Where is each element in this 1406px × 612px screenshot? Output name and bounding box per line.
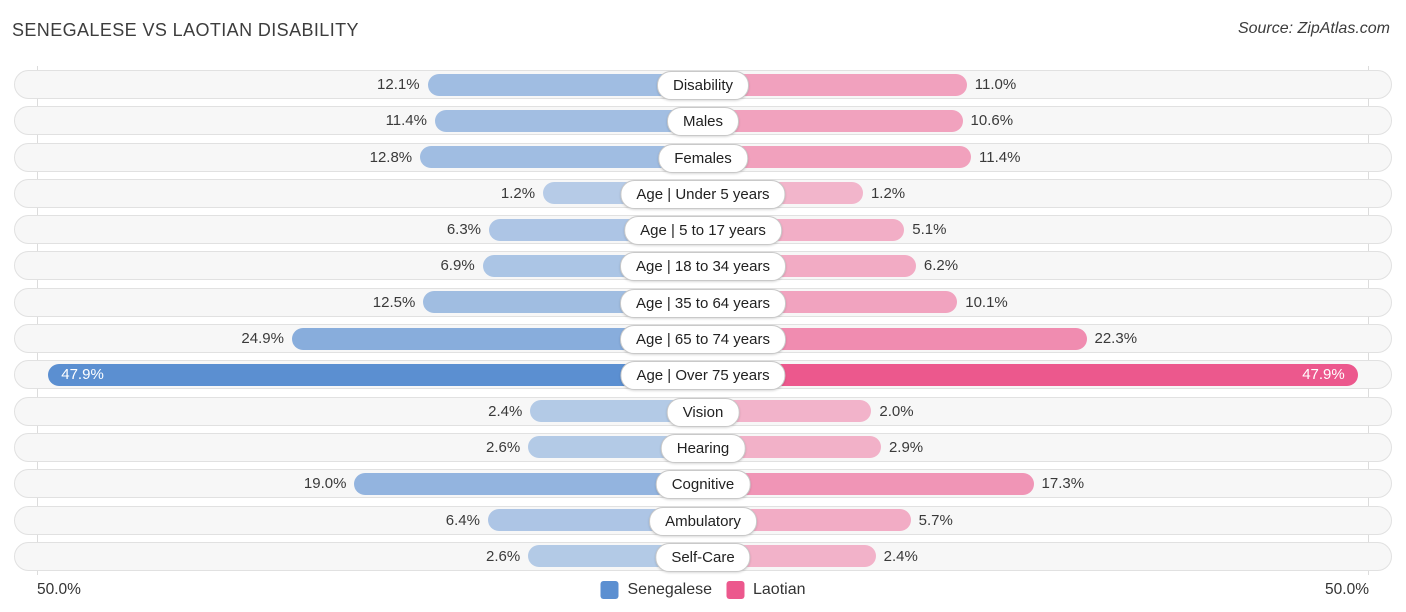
value-label-laotian: 6.2% [923, 257, 959, 275]
value-label-laotian: 2.4% [883, 547, 918, 565]
bar-laotian [703, 73, 967, 96]
chart-title: SENEGALESE VS LAOTIAN DISABILITY [12, 20, 359, 40]
bar-laotian [703, 146, 972, 169]
bar-laotian [703, 109, 963, 132]
bar-senegalese [354, 472, 703, 495]
chart-row: 12.1% 11.0% Disability [14, 70, 1392, 100]
category-label: Hearing [660, 433, 746, 463]
bar-senegalese [427, 73, 703, 96]
legend-label: Laotian [753, 580, 806, 598]
category-label: Ambulatory [649, 506, 757, 536]
value-label-laotian: 22.3% [1094, 330, 1138, 348]
chart-row: 11.4% 10.6% Males [14, 106, 1392, 137]
value-label-laotian: 2.9% [888, 438, 924, 456]
value-label-senegalese: 19.0% [303, 475, 347, 493]
legend-swatch-laotian [726, 580, 745, 599]
category-label: Age | Under 5 years [620, 179, 786, 209]
chart-row: 6.9% 6.2% Age | 18 to 34 years [14, 251, 1392, 282]
bar-senegalese [434, 109, 703, 132]
value-label-laotian: 10.1% [965, 293, 1008, 311]
chart-row: 12.8% 11.4% Females [14, 142, 1392, 173]
value-label-laotian: 17.3% [1041, 475, 1085, 493]
value-label-laotian: 11.4% [979, 148, 1021, 166]
value-label-senegalese: 12.1% [377, 76, 420, 93]
value-label-laotian: 2.0% [879, 402, 914, 420]
category-label: Age | 18 to 34 years [620, 252, 786, 282]
value-label-senegalese: 2.4% [488, 402, 523, 420]
chart-row: 12.5% 10.1% Age | 35 to 64 years [14, 287, 1392, 318]
value-label-laotian: 5.7% [918, 511, 953, 529]
category-label: Vision [666, 397, 740, 427]
chart-row: 19.0% 17.3% Cognitive [14, 469, 1392, 500]
value-label-senegalese: 47.9% [61, 366, 104, 384]
bar-laotian [703, 400, 872, 423]
left-axis-gridline [37, 66, 38, 575]
value-label-senegalese: 6.4% [445, 511, 480, 529]
value-label-senegalese: 6.9% [440, 257, 475, 275]
legend-swatch-senegalese [600, 580, 619, 599]
value-label-laotian: 47.9% [1302, 366, 1345, 384]
value-label-senegalese: 12.5% [372, 293, 416, 311]
diverging-bar-chart: 12.1% 11.0% Disability 11.4% 10.6% Males… [14, 66, 1392, 575]
legend: Senegalese Laotian [593, 580, 812, 599]
value-label-senegalese: 2.6% [486, 438, 521, 456]
chart-row: 47.9% 47.9% Age | Over 75 years [14, 360, 1392, 391]
chart-row: 2.6% 2.4% Self-Care [14, 541, 1392, 572]
axis-label-right: 50.0% [1325, 580, 1369, 598]
value-label-senegalese: 11.4% [385, 112, 427, 130]
category-label: Self-Care [655, 542, 751, 572]
value-label-senegalese: 24.9% [241, 330, 284, 348]
bar-laotian [703, 327, 1087, 350]
category-label: Females [658, 143, 748, 173]
value-label-laotian: 5.1% [912, 221, 947, 239]
category-label: Age | Over 75 years [620, 361, 786, 391]
bar-senegalese [528, 436, 703, 459]
bar-laotian [703, 472, 1034, 495]
legend-label: Senegalese [627, 580, 713, 598]
category-label: Males [666, 107, 740, 137]
category-label: Age | 65 to 74 years [620, 325, 786, 355]
value-label-senegalese: 6.3% [446, 221, 482, 239]
bar-senegalese [420, 146, 703, 169]
bar-senegalese [291, 327, 703, 350]
legend-item-laotian: Laotian [726, 580, 806, 599]
chart-row: 6.4% 5.7% Ambulatory [14, 505, 1392, 536]
chart-row: 2.4% 2.0% Vision [14, 396, 1392, 427]
chart-rows: 12.1% 11.0% Disability 11.4% 10.6% Males… [14, 70, 1392, 572]
bar-laotian [703, 436, 881, 459]
axis-label-left: 50.0% [37, 580, 81, 598]
category-label: Cognitive [655, 470, 751, 500]
source-attribution: Source: ZipAtlas.com [1237, 20, 1390, 37]
value-label-laotian: 11.0% [974, 76, 1017, 93]
value-label-senegalese: 1.2% [500, 184, 536, 202]
value-label-senegalese: 12.8% [369, 148, 413, 166]
chart-row: 24.9% 22.3% Age | 65 to 74 years [14, 324, 1392, 355]
category-label: Disability [656, 71, 750, 100]
value-label-laotian: 1.2% [870, 184, 906, 202]
chart-footer: 50.0% Senegalese Laotian 50.0% [14, 579, 1392, 601]
chart-header: SENEGALESE VS LAOTIAN DISABILITY Source:… [0, 0, 1406, 41]
bar-laotian [703, 363, 1358, 386]
bar-senegalese [48, 363, 703, 386]
chart-row: 1.2% 1.2% Age | Under 5 years [14, 178, 1392, 209]
value-label-senegalese: 2.6% [486, 547, 521, 565]
chart-row: 6.3% 5.1% Age | 5 to 17 years [14, 215, 1392, 246]
category-label: Age | 35 to 64 years [620, 288, 786, 318]
legend-item-senegalese: Senegalese [600, 580, 713, 599]
value-label-laotian: 10.6% [970, 112, 1014, 130]
chart-row: 2.6% 2.9% Hearing [14, 432, 1392, 463]
bar-senegalese [530, 400, 703, 423]
right-axis-gridline [1368, 66, 1369, 575]
category-label: Age | 5 to 17 years [624, 216, 782, 246]
